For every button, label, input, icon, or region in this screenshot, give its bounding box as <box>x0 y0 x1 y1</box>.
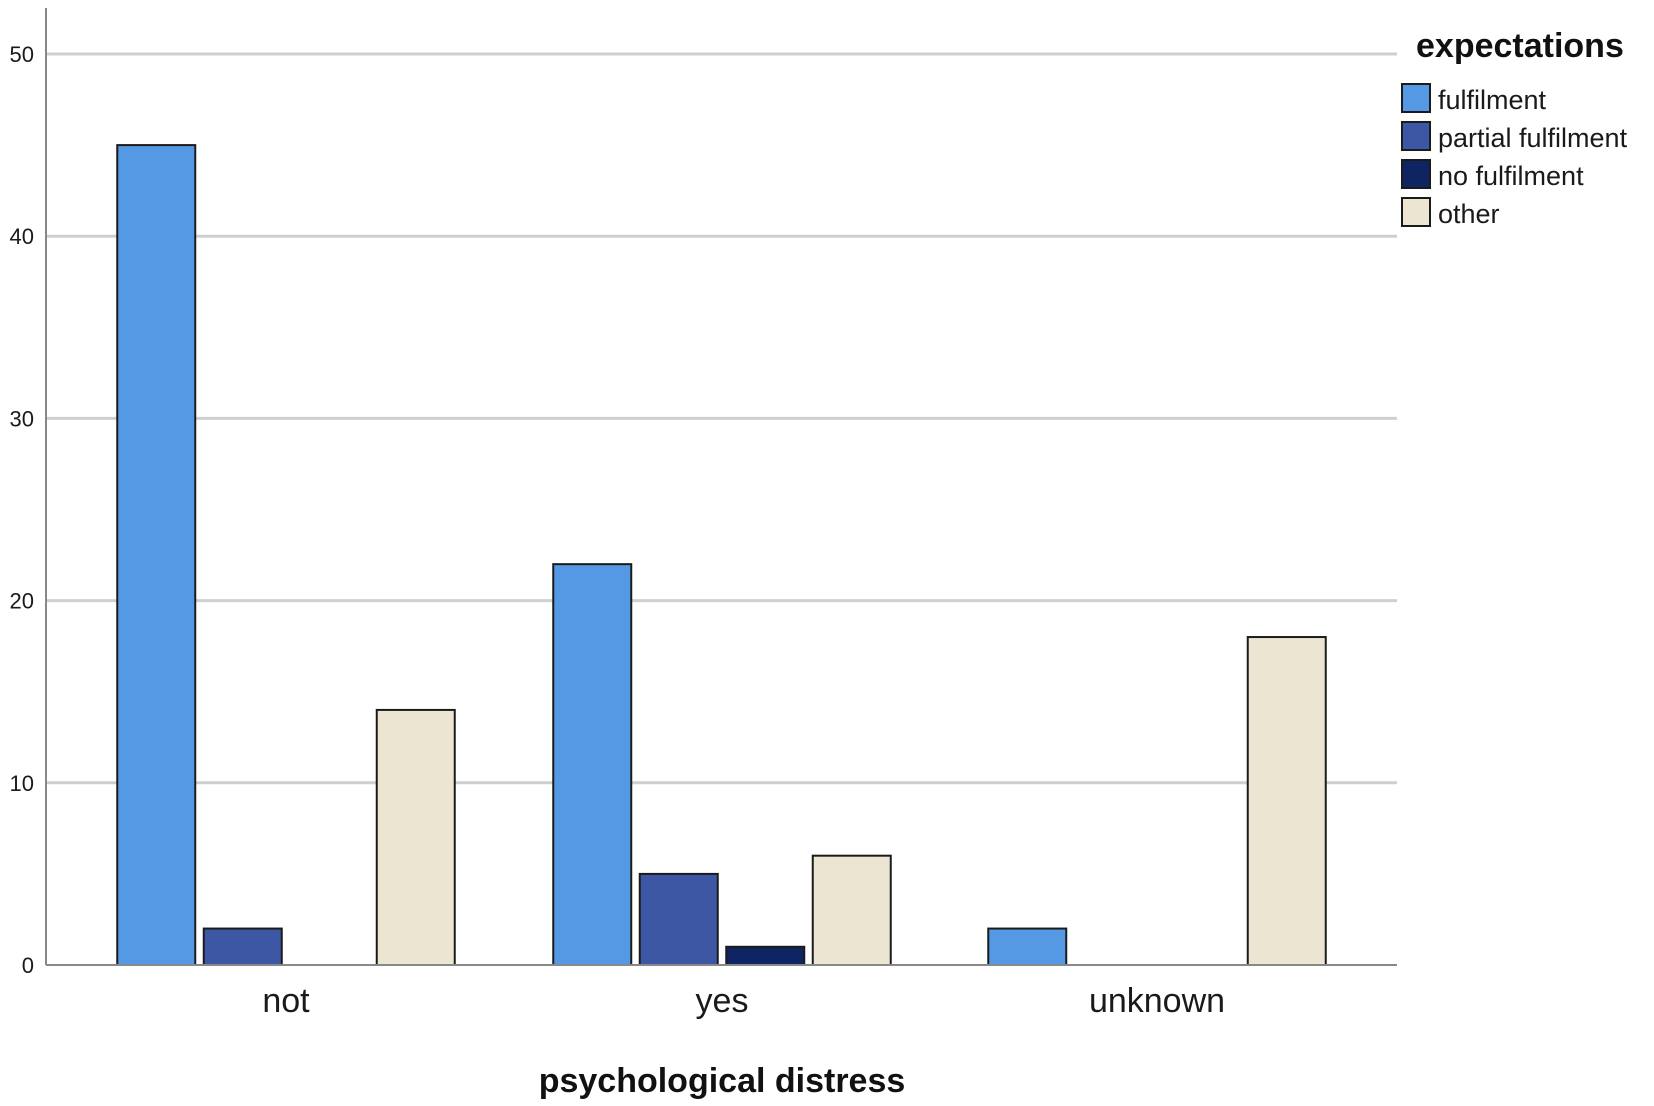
bar <box>638 872 719 967</box>
x-axis-title: psychological distress <box>539 1062 906 1100</box>
bar <box>552 563 633 966</box>
legend-title: expectations <box>1416 27 1624 65</box>
bar <box>375 708 456 966</box>
legend: expectations fulfilment partial fulfilmen… <box>1401 27 1628 229</box>
legend-label: fulfilment <box>1438 85 1547 115</box>
x-category-label: unknown <box>1089 982 1225 1020</box>
bars <box>116 144 1327 967</box>
bar <box>1246 636 1327 966</box>
bar <box>116 144 197 967</box>
bar <box>811 854 892 966</box>
x-axis-categories: not yes unknown <box>262 982 1225 1020</box>
y-tick-label: 0 <box>22 953 34 978</box>
legend-swatch <box>1401 83 1431 113</box>
legend-label: partial fulfilment <box>1438 123 1628 153</box>
legend-label: other <box>1438 199 1500 229</box>
gridlines <box>46 52 1397 785</box>
legend-swatch <box>1401 159 1431 189</box>
legend-swatch <box>1401 197 1431 227</box>
y-tick-label: 20 <box>10 589 34 614</box>
bar <box>202 927 283 966</box>
bar <box>987 927 1068 966</box>
y-tick-label: 40 <box>10 224 34 249</box>
legend-swatch <box>1401 121 1431 151</box>
y-tick-label: 50 <box>10 42 34 67</box>
x-category-label: not <box>262 982 310 1020</box>
x-category-label: yes <box>696 982 749 1020</box>
legend-items: fulfilment partial fulfilment no fulfilmen… <box>1401 83 1628 229</box>
y-tick-label: 30 <box>10 406 34 431</box>
y-tick-label: 10 <box>10 771 34 796</box>
y-axis-ticks: 0 10 20 30 40 50 <box>10 42 34 978</box>
bar <box>725 945 806 967</box>
legend-label: no fulfilment <box>1438 161 1584 191</box>
